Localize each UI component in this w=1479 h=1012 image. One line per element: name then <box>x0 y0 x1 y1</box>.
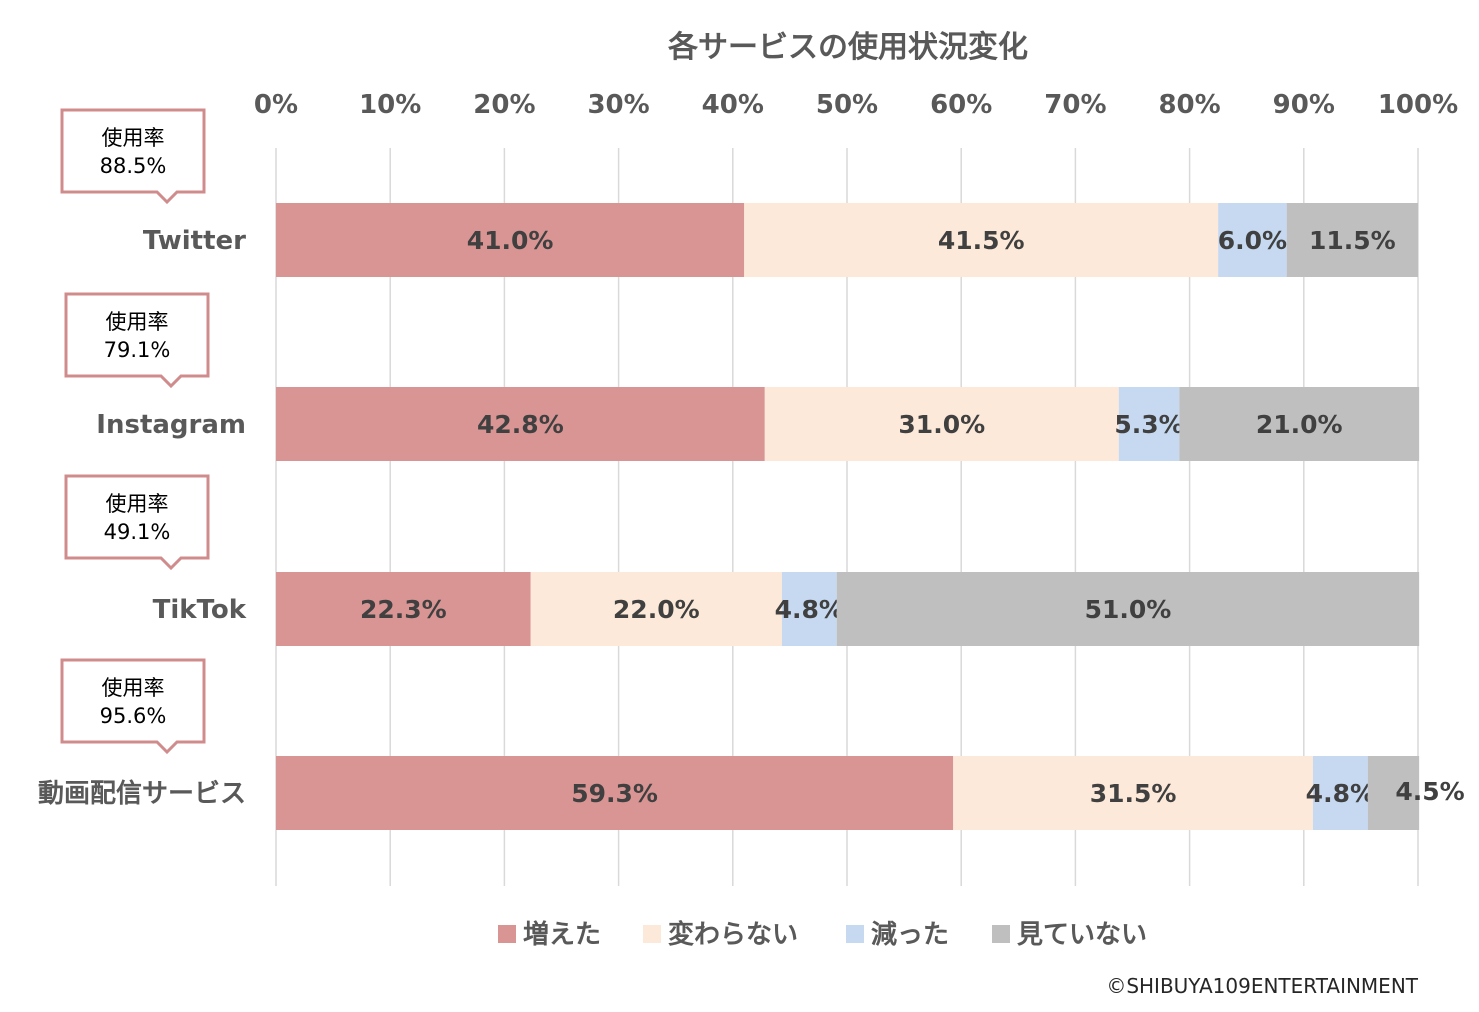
data-label: 21.0% <box>1256 410 1343 439</box>
data-label: 22.0% <box>613 595 700 624</box>
callout-label: 使用率 <box>106 492 169 516</box>
x-tick-label: 40% <box>702 90 764 120</box>
callout-box <box>60 108 206 205</box>
bar-segment <box>764 387 1119 461</box>
bar-segment <box>276 203 745 277</box>
chart-title: 各サービスの使用状況変化 <box>667 30 1028 65</box>
bar-segment <box>744 203 1219 277</box>
x-tick-label: 70% <box>1044 90 1106 120</box>
callout-box <box>64 292 210 389</box>
bar-segment <box>1367 756 1420 830</box>
bar-segment <box>1179 387 1420 461</box>
callout-label: 使用率 <box>102 126 165 150</box>
bar-segment <box>781 572 837 646</box>
data-label: 31.5% <box>1090 779 1177 808</box>
x-tick-label: 90% <box>1273 90 1335 120</box>
legend-swatch <box>992 925 1010 943</box>
legend: 増えた 変わらない 減った 見ていない <box>498 919 1147 950</box>
credit-text: ©SHIBUYA109ENTERTAINMENT <box>1106 974 1418 998</box>
data-label: 42.8% <box>477 410 564 439</box>
data-label: 4.5% <box>1395 777 1464 806</box>
callout-label: 使用率 <box>102 676 165 700</box>
legend-swatch <box>643 925 661 943</box>
category-label: 動画配信サービス <box>38 779 246 809</box>
callout-label: 使用率 <box>106 310 169 334</box>
category-labels: Twitter Instagram TikTok 動画配信サービス <box>38 226 247 809</box>
bar-segment <box>276 572 531 646</box>
data-label: 51.0% <box>1085 595 1172 624</box>
data-label: 41.5% <box>938 226 1025 255</box>
callout-value: 79.1% <box>104 338 171 362</box>
legend-label: 増えた <box>523 920 601 950</box>
bar-segment <box>276 387 765 461</box>
bar-segment <box>953 756 1313 830</box>
data-label: 59.3% <box>571 779 658 808</box>
x-tick-label: 100% <box>1378 90 1458 120</box>
x-tick-label: 60% <box>930 90 992 120</box>
data-label: 4.8% <box>775 595 844 624</box>
legend-swatch <box>846 925 864 943</box>
legend-label: 減った <box>871 920 949 950</box>
legend-swatch <box>498 925 516 943</box>
callouts: 使用率 88.5% 使用率 79.1% 使用率 49.1% 使用率 95.6% <box>60 108 210 755</box>
legend-label: 見ていない <box>1017 920 1147 950</box>
bar-segment <box>836 572 1420 646</box>
data-label: 5.3% <box>1114 410 1183 439</box>
x-tick-label: 20% <box>473 90 535 120</box>
callout-box <box>60 658 206 755</box>
callout-value: 49.1% <box>104 520 171 544</box>
x-tick-label: 50% <box>816 90 878 120</box>
data-label: 41.0% <box>467 226 554 255</box>
data-label: 22.3% <box>360 595 447 624</box>
data-label: 4.8% <box>1306 779 1375 808</box>
category-label: Twitter <box>143 226 246 256</box>
bars: 41.0% 41.5% 6.0% 11.5% 42.8% 31.0% 5.3% 21.0% 22… <box>276 203 1465 830</box>
bar-segment <box>1118 387 1180 461</box>
legend-label: 変わらない <box>668 919 798 950</box>
x-tick-label: 30% <box>587 90 649 120</box>
callout-value: 88.5% <box>100 154 167 178</box>
data-label: 6.0% <box>1218 226 1287 255</box>
category-label: TikTok <box>153 595 247 625</box>
category-label: Instagram <box>96 410 246 440</box>
x-axis-ticks: 0% 10% 20% 30% 40% 50% 60% 70% 80% 90% 100% <box>254 90 1458 120</box>
x-tick-label: 0% <box>254 90 298 120</box>
bar-segment <box>530 572 782 646</box>
data-label: 31.0% <box>898 410 985 439</box>
callout-value: 95.6% <box>100 704 167 728</box>
x-tick-label: 80% <box>1158 90 1220 120</box>
bar-segment <box>1218 203 1287 277</box>
data-label: 11.5% <box>1309 226 1396 255</box>
x-tick-label: 10% <box>359 90 421 120</box>
bar-segment <box>276 756 954 830</box>
bar-segment <box>1286 203 1418 277</box>
bar-segment <box>1312 756 1368 830</box>
callout-box <box>64 474 210 571</box>
